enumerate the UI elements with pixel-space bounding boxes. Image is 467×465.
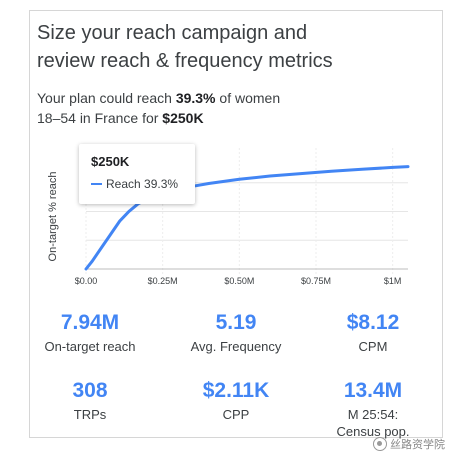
plan-summary: Your plan could reach 39.3% of women 18–… — [37, 88, 337, 128]
metric-on-target-reach: 7.94M On-target reach — [25, 310, 155, 355]
metric-value: 13.4M — [343, 379, 403, 402]
card-title: Size your reach campaign and review reac… — [37, 19, 437, 75]
series-swatch — [91, 183, 102, 185]
title-line-2: review reach & frequency metrics — [37, 50, 333, 72]
watermark-text: 丝路资学院 — [390, 439, 445, 451]
summary-budget: $250K — [162, 110, 204, 126]
x-tick-label: $0.75M — [301, 276, 331, 286]
summary-prefix: Your plan could reach — [37, 90, 176, 106]
title-line-1: Size your reach campaign and — [37, 22, 308, 44]
metric-label-2: Census pop. — [336, 424, 410, 439]
metric-label: M 25:54: — [347, 407, 399, 422]
watermark: 丝路资学院 — [373, 436, 445, 452]
metric-label: CPP — [222, 407, 250, 422]
reach-plan-card: Size your reach campaign and review reac… — [29, 10, 444, 440]
tooltip-title: $250K — [91, 154, 130, 169]
summary-middle: of women — [215, 90, 281, 106]
summary-reach-pct: 39.3% — [175, 90, 216, 106]
metric-label: Avg. Frequency — [190, 339, 282, 354]
metric-value: 5.19 — [215, 311, 257, 334]
metric-value: 308 — [72, 379, 108, 402]
metric-value: $2.11K — [202, 379, 270, 402]
metric-label: TRPs — [73, 407, 107, 422]
reach-curve-chart[interactable]: $0.00 $0.25M $0.50M $0.75M $1M On-target % r… — [30, 11, 444, 439]
metric-cpm: $8.12 CPM — [308, 310, 438, 355]
metric-cpp: $2.11K CPP — [171, 378, 301, 423]
chart-tooltip: $250K Reach 39.3% — [79, 144, 195, 204]
metric-trps: 308 TRPs — [25, 378, 155, 423]
metric-label: CPM — [358, 339, 388, 354]
x-tick-label: $1M — [384, 276, 402, 286]
x-tick-label: $0.00 — [75, 276, 98, 286]
x-tick-label: $0.50M — [224, 276, 254, 286]
tooltip-series-label: Reach 39.3% — [106, 177, 179, 191]
metric-value: 7.94M — [60, 311, 120, 334]
x-tick-label: $0.25M — [148, 276, 178, 286]
wechat-icon — [373, 437, 387, 451]
metric-label: On-target reach — [44, 339, 136, 354]
x-tick-labels: $0.00 $0.25M $0.50M $0.75M $1M — [75, 276, 402, 286]
tooltip-series: Reach 39.3% — [91, 177, 178, 191]
y-axis-label: On-target % reach — [47, 172, 59, 262]
metric-census-pop: 13.4M M 25:54: Census pop. — [308, 378, 438, 440]
metric-value: $8.12 — [346, 311, 400, 334]
summary-line2: 18–54 in France for — [37, 110, 163, 126]
metric-avg-frequency: 5.19 Avg. Frequency — [171, 310, 301, 355]
